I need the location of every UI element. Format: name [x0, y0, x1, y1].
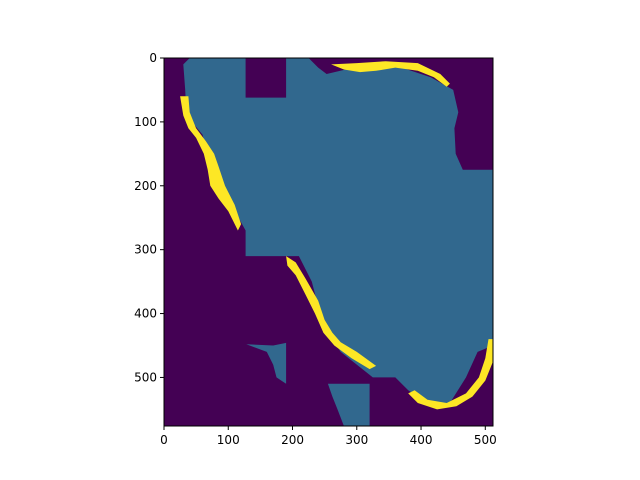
land-region-2	[327, 383, 370, 426]
y-tick-label: 0	[149, 51, 157, 65]
y-tick-label: 400	[134, 307, 157, 321]
x-tick-label: 0	[160, 433, 168, 447]
y-tick-label: 500	[134, 370, 157, 384]
land-region-3	[246, 342, 287, 384]
class-regions	[180, 58, 493, 426]
x-tick-label: 400	[410, 433, 433, 447]
coastline-region-3	[408, 339, 493, 410]
coastline-region-4	[286, 256, 377, 370]
coastline-region-2	[331, 61, 450, 87]
x-tick-label: 500	[474, 433, 497, 447]
plot-frame	[163, 57, 494, 427]
y-tick-label: 300	[134, 243, 157, 257]
y-tick-label: 200	[134, 179, 157, 193]
x-axis: 0 100 200 300 400 500	[160, 426, 497, 447]
x-tick-label: 100	[217, 433, 240, 447]
x-tick-label: 200	[281, 433, 304, 447]
x-tick-label: 300	[345, 433, 368, 447]
land-region-1	[183, 58, 493, 407]
y-tick-label: 100	[134, 115, 157, 129]
coastline-region-1	[180, 96, 242, 231]
plot-area	[164, 58, 493, 426]
y-axis: 0 100 200 300 400 500	[134, 51, 164, 384]
